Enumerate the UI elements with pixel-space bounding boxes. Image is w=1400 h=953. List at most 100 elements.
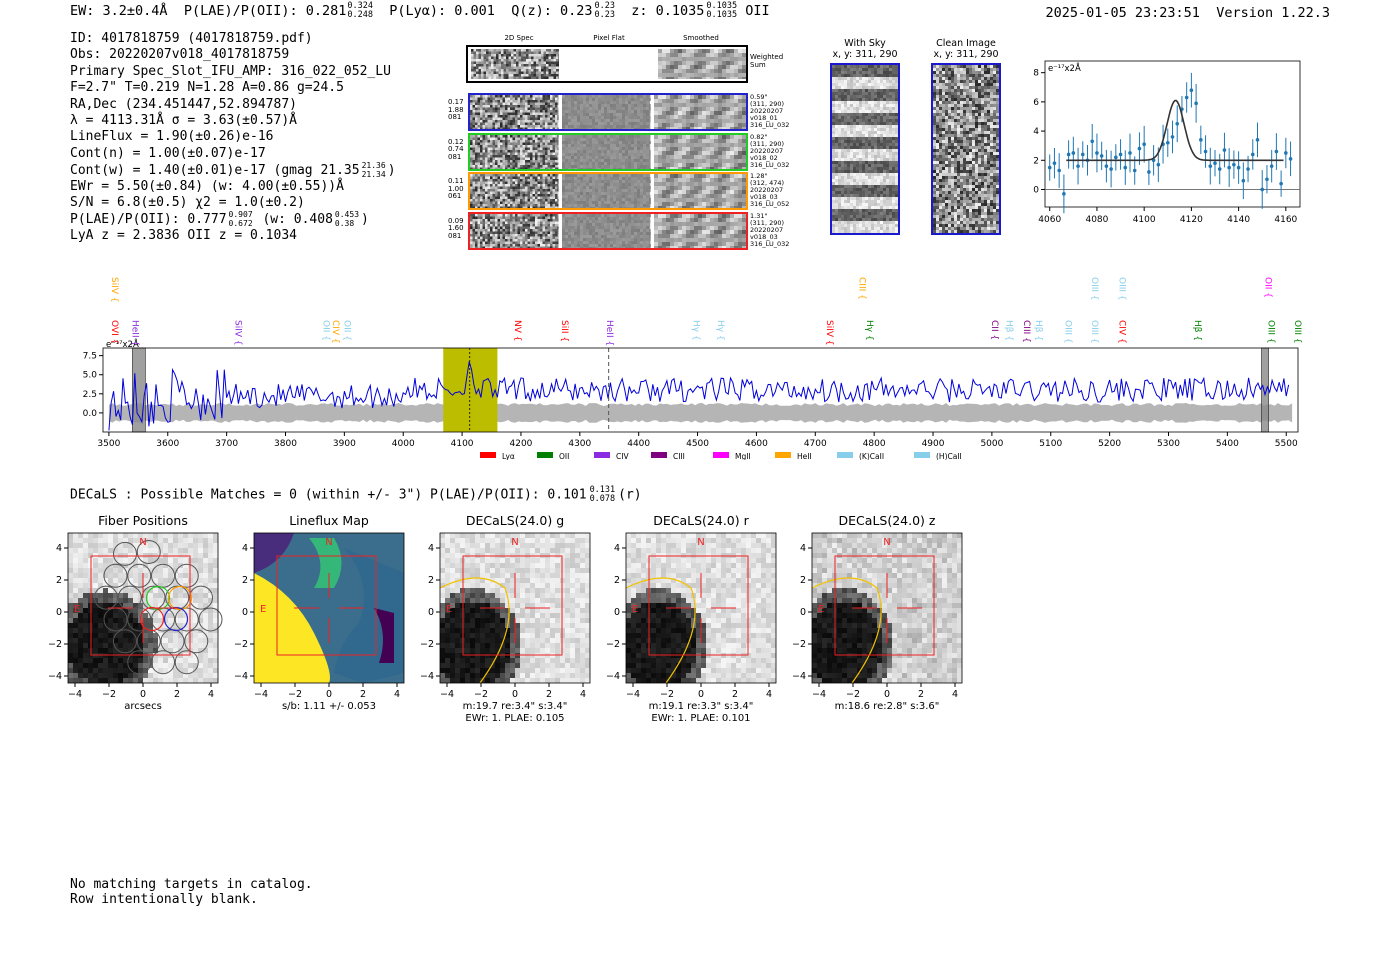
decals-pixel [68, 548, 73, 553]
decals-pixel [736, 598, 741, 603]
decals-pixel [213, 598, 218, 603]
decals-pixel [525, 608, 530, 613]
decals-pixel [631, 623, 636, 628]
decals-pixel [882, 583, 887, 588]
decals-caption: s/b: 1.11 +/- 0.053 [282, 701, 376, 712]
decals-pixel [741, 578, 746, 583]
decals-pixel [907, 628, 912, 633]
decals-pixel [636, 548, 641, 553]
decals-pixel [902, 678, 907, 683]
decals-pixel [450, 573, 455, 578]
decals-pixel [560, 673, 565, 678]
decals-pixel [847, 608, 852, 613]
decals-pixel [163, 658, 168, 663]
decals-pixel [93, 573, 98, 578]
decals-pixel [500, 678, 505, 683]
decals-pixel [716, 563, 721, 568]
decals-pixel [761, 538, 766, 543]
decals-pixel [575, 663, 580, 668]
decals-pixel [862, 558, 867, 563]
decals-pixel [445, 618, 450, 623]
decals-pixel [726, 618, 731, 623]
decals-pixel [158, 623, 163, 628]
weighted-label: Weighted Sum [750, 53, 783, 69]
decals-pixel [173, 633, 178, 638]
spec-error-band [108, 403, 1293, 423]
decals-pixel [68, 603, 73, 608]
decals-pixel [208, 613, 213, 618]
contw-lo: 21.34 [361, 169, 386, 179]
decals-pixel [711, 563, 716, 568]
decals-pixel [465, 623, 470, 628]
decals-pixel [530, 603, 535, 608]
decals-pixel [540, 533, 545, 538]
east-label: E [260, 604, 266, 615]
decals-pixel [68, 588, 73, 593]
decals-pixel [736, 668, 741, 673]
decals-pixel [505, 578, 510, 583]
decals-pixel [545, 533, 550, 538]
decals-pixel [73, 558, 78, 563]
decals-pixel [701, 643, 706, 648]
decals-pixel [198, 658, 203, 663]
decals-pixel [907, 568, 912, 573]
decals-pixel [822, 638, 827, 643]
decals-pixel [812, 653, 817, 658]
decals-pixel [761, 568, 766, 573]
decals-pixel [706, 543, 711, 548]
decals-pixel [676, 658, 681, 663]
decals-pixel [505, 603, 510, 608]
decals-pixel [73, 653, 78, 658]
decals-pixel [641, 593, 646, 598]
decals-pixel [741, 563, 746, 568]
decals-pixel [188, 543, 193, 548]
decals-ytick-label: −2 [606, 639, 620, 650]
decals-pixel [570, 668, 575, 673]
decals-pixel [78, 553, 83, 558]
decals-pixel [108, 568, 113, 573]
decals-pixel [78, 613, 83, 618]
decals-caption: m:18.6 re:2.8" s:3.6" [835, 701, 940, 712]
decals-pixel [485, 543, 490, 548]
decals-pixel [706, 563, 711, 568]
decals-pixel [515, 598, 520, 603]
decals-pixel [480, 613, 485, 618]
decals-pixel [485, 558, 490, 563]
decals-pixel [681, 568, 686, 573]
decals-pixel [465, 618, 470, 623]
decals-pixel [445, 608, 450, 613]
decals-pixel [751, 648, 756, 653]
decals-pixel [93, 643, 98, 648]
decals-pixel [103, 608, 108, 613]
qz-lo: 0.23 [594, 10, 615, 20]
decals-pixel [173, 668, 178, 673]
decals-pixel [882, 588, 887, 593]
decals-pixel [671, 583, 676, 588]
decals-pixel [535, 538, 540, 543]
decals-pixel [108, 648, 113, 653]
decals-pixel [198, 583, 203, 588]
decals-pixel [505, 563, 510, 568]
decals-pixel [163, 568, 168, 573]
decals-pixel [751, 673, 756, 678]
decals-pixel [535, 623, 540, 628]
decals-pixel [163, 538, 168, 543]
decals-pixel [922, 583, 927, 588]
decals-pixel [118, 583, 123, 588]
decals-pixel [927, 673, 932, 678]
decals-pixel [847, 538, 852, 543]
decals-pixel [565, 538, 570, 543]
decals-pixel [701, 573, 706, 578]
decals-pixel [661, 538, 666, 543]
decals-pixel [952, 558, 957, 563]
decals-pixel [153, 583, 158, 588]
decals-pixel [852, 603, 857, 608]
decals-pixel [877, 558, 882, 563]
decals-pixel [520, 558, 525, 563]
decals-pixel [661, 593, 666, 598]
decals-pixel [203, 653, 208, 658]
decals-pixel [515, 538, 520, 543]
decals-pixel [922, 678, 927, 683]
decals-pixel [108, 588, 113, 593]
decals-pixel [952, 638, 957, 643]
